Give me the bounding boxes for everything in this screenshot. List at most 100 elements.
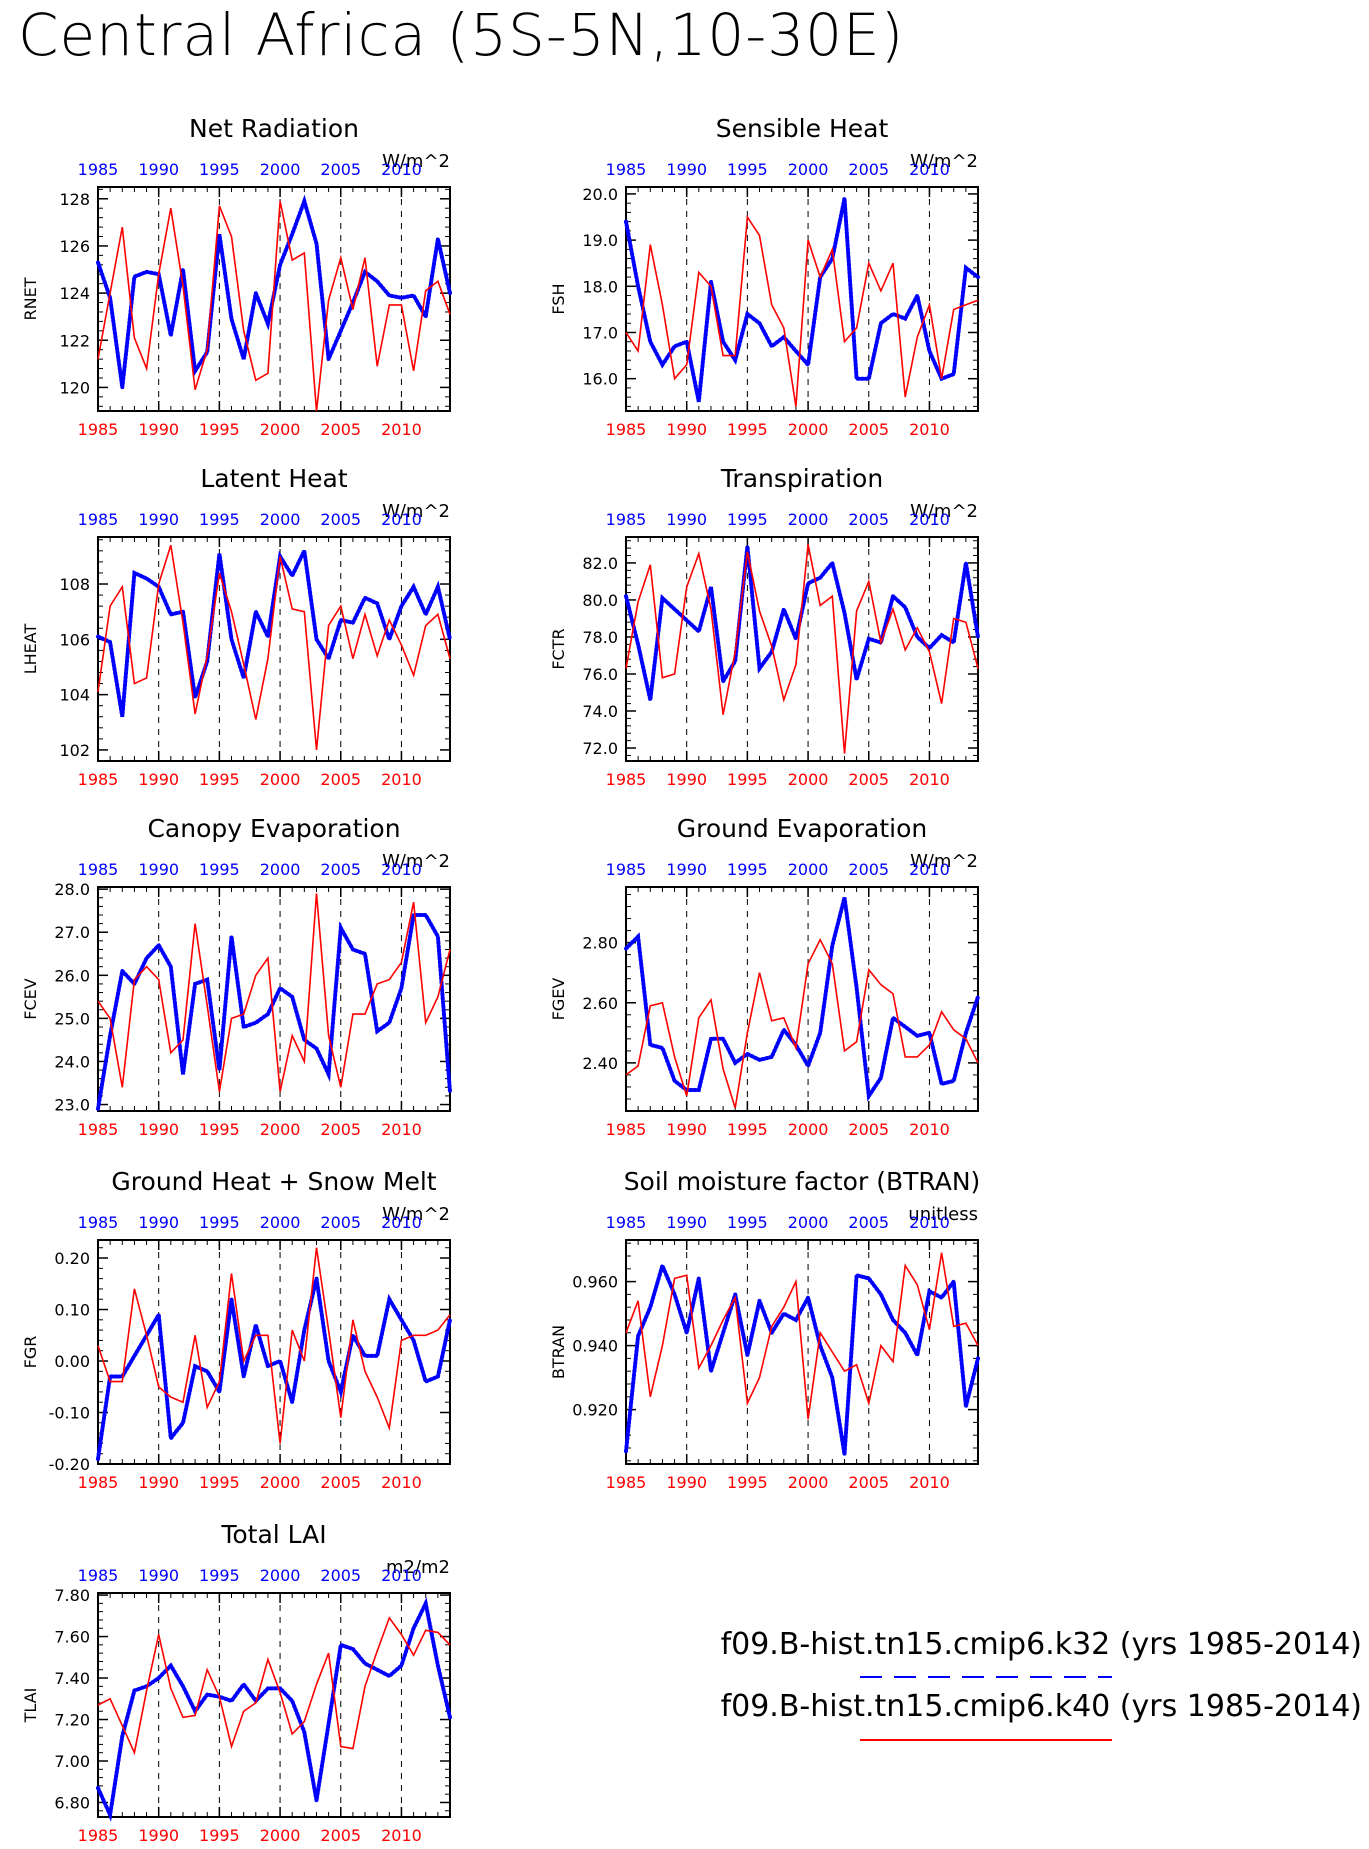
chart-panel: Sensible Heat W/m^2 FSH 1985 1985 1990 1990 199… xyxy=(549,114,980,439)
x-tick-label-top: 1990 xyxy=(666,510,707,529)
x-tick-label-top: 2000 xyxy=(260,510,301,529)
x-tick-label-top: 2000 xyxy=(788,860,829,879)
y-tick-label: 7.40 xyxy=(54,1669,90,1688)
x-tick-label-bottom: 1995 xyxy=(727,420,768,439)
x-tick-label-bottom: 1995 xyxy=(199,1826,240,1845)
y-tick-label: 2.60 xyxy=(582,994,618,1013)
series-line-k32 xyxy=(624,1259,980,1455)
x-tick-label-top: 1985 xyxy=(78,1213,119,1232)
units-label: W/m^2 xyxy=(382,851,450,872)
y-tick-label: 18.0 xyxy=(582,277,618,296)
series-line-k40 xyxy=(97,200,451,412)
x-tick-label-top: 1995 xyxy=(727,860,768,879)
y-axis-label: FGEV xyxy=(549,978,568,1021)
x-tick-label-bottom: 2010 xyxy=(381,1120,422,1139)
series-line-k40 xyxy=(97,893,451,1092)
chart-panel: Ground Heat + Snow Melt W/m^2 FGR 1985 1985 1… xyxy=(21,1167,452,1492)
x-tick-label-top: 1995 xyxy=(199,860,240,879)
chart-title: Net Radiation xyxy=(189,114,359,143)
chart-panel: Soil moisture factor (BTRAN) unitless BTRA… xyxy=(549,1167,980,1492)
y-axis-label: RNET xyxy=(21,277,40,320)
x-tick-label-bottom: 2005 xyxy=(320,1120,361,1139)
plot-frame xyxy=(97,886,451,1112)
x-tick-label-bottom: 1995 xyxy=(199,420,240,439)
series-line-k40 xyxy=(97,1616,451,1756)
x-tick-label-top: 2010 xyxy=(909,160,950,179)
y-tick-label: 7.80 xyxy=(54,1586,90,1605)
x-tick-label-bottom: 2005 xyxy=(320,770,361,789)
x-tick-label-bottom: 2000 xyxy=(788,770,829,789)
x-tick-label-top: 1990 xyxy=(138,1566,179,1585)
x-tick-label-top: 2005 xyxy=(320,510,361,529)
x-tick-label-top: 2000 xyxy=(788,1213,829,1232)
x-tick-label-bottom: 2005 xyxy=(320,1473,361,1492)
x-tick-label-top: 2000 xyxy=(788,510,829,529)
x-tick-label-bottom: 2005 xyxy=(320,1826,361,1845)
x-tick-label-bottom: 2010 xyxy=(909,420,950,439)
y-tick-label: 106 xyxy=(59,630,90,649)
x-tick-label-top: 2005 xyxy=(848,860,889,879)
y-axis-label: FSH xyxy=(549,283,568,314)
units-label: W/m^2 xyxy=(910,151,978,172)
x-tick-label-top: 2010 xyxy=(909,860,950,879)
plot-frame xyxy=(625,186,979,412)
x-tick-label-bottom: 1990 xyxy=(138,770,179,789)
units-label: W/m^2 xyxy=(382,151,450,172)
x-tick-label-bottom: 2010 xyxy=(909,1473,950,1492)
y-tick-label: 7.00 xyxy=(54,1752,90,1771)
chart-title: Latent Heat xyxy=(200,464,348,493)
x-tick-label-top: 1985 xyxy=(78,510,119,529)
x-tick-label-top: 1990 xyxy=(666,160,707,179)
y-tick-label: 16.0 xyxy=(582,370,618,389)
x-tick-label-bottom: 1990 xyxy=(666,420,707,439)
y-axis-label: LHEAT xyxy=(21,624,40,675)
x-tick-label-bottom: 1990 xyxy=(666,1473,707,1492)
x-tick-label-top: 1985 xyxy=(78,160,119,179)
y-tick-label: 80.0 xyxy=(582,591,618,610)
x-tick-label-bottom: 2010 xyxy=(381,1473,422,1492)
x-tick-label-top: 2000 xyxy=(260,160,301,179)
series-line-k40 xyxy=(625,214,979,407)
x-tick-label-top: 2000 xyxy=(260,1566,301,1585)
x-tick-label-top: 1990 xyxy=(138,160,179,179)
y-tick-label: 6.80 xyxy=(54,1793,90,1812)
x-tick-label-bottom: 1995 xyxy=(199,770,240,789)
x-tick-label-bottom: 2005 xyxy=(848,1473,889,1492)
y-tick-label: 120 xyxy=(59,378,90,397)
x-tick-label-bottom: 1985 xyxy=(606,420,647,439)
chart-panel: Canopy Evaporation W/m^2 FCEV 1985 1985 1990 1… xyxy=(21,814,452,1139)
chart-panel: Latent Heat W/m^2 LHEAT 1985 1985 1990 1990 199… xyxy=(21,464,452,789)
page-title: Central Africa (5S-5N,10-30E) xyxy=(18,1,905,69)
x-tick-label-top: 2010 xyxy=(381,160,422,179)
x-tick-label-top: 1990 xyxy=(666,860,707,879)
units-label: W/m^2 xyxy=(910,851,978,872)
y-tick-label: 0.960 xyxy=(572,1273,618,1292)
x-tick-label-bottom: 2005 xyxy=(848,1120,889,1139)
y-tick-label: 102 xyxy=(59,741,90,760)
x-tick-label-top: 1995 xyxy=(199,510,240,529)
y-tick-label: 108 xyxy=(59,575,90,594)
x-tick-label-bottom: 2000 xyxy=(260,1120,301,1139)
x-tick-label-top: 2005 xyxy=(848,160,889,179)
x-tick-label-bottom: 1985 xyxy=(78,420,119,439)
series-line-k40 xyxy=(625,1252,979,1420)
y-tick-label: 74.0 xyxy=(582,702,618,721)
x-tick-label-bottom: 1985 xyxy=(606,1120,647,1139)
y-tick-label: 0.10 xyxy=(54,1301,90,1320)
x-tick-label-top: 2000 xyxy=(260,1213,301,1232)
x-tick-label-bottom: 2000 xyxy=(788,420,829,439)
x-tick-label-bottom: 2010 xyxy=(909,770,950,789)
chart-title: Total LAI xyxy=(220,1520,326,1549)
y-axis-label: FCEV xyxy=(21,978,40,1019)
x-tick-label-bottom: 1985 xyxy=(606,770,647,789)
units-label: W/m^2 xyxy=(910,501,978,522)
x-tick-label-top: 2010 xyxy=(381,1566,422,1585)
x-tick-label-top: 2005 xyxy=(320,1213,361,1232)
x-tick-label-bottom: 2005 xyxy=(320,420,361,439)
y-tick-label: 78.0 xyxy=(582,628,618,647)
plot-frame xyxy=(97,186,451,412)
y-tick-label: 28.0 xyxy=(54,880,90,899)
series-line-k32 xyxy=(96,913,452,1111)
x-tick-label-bottom: 2005 xyxy=(848,420,889,439)
